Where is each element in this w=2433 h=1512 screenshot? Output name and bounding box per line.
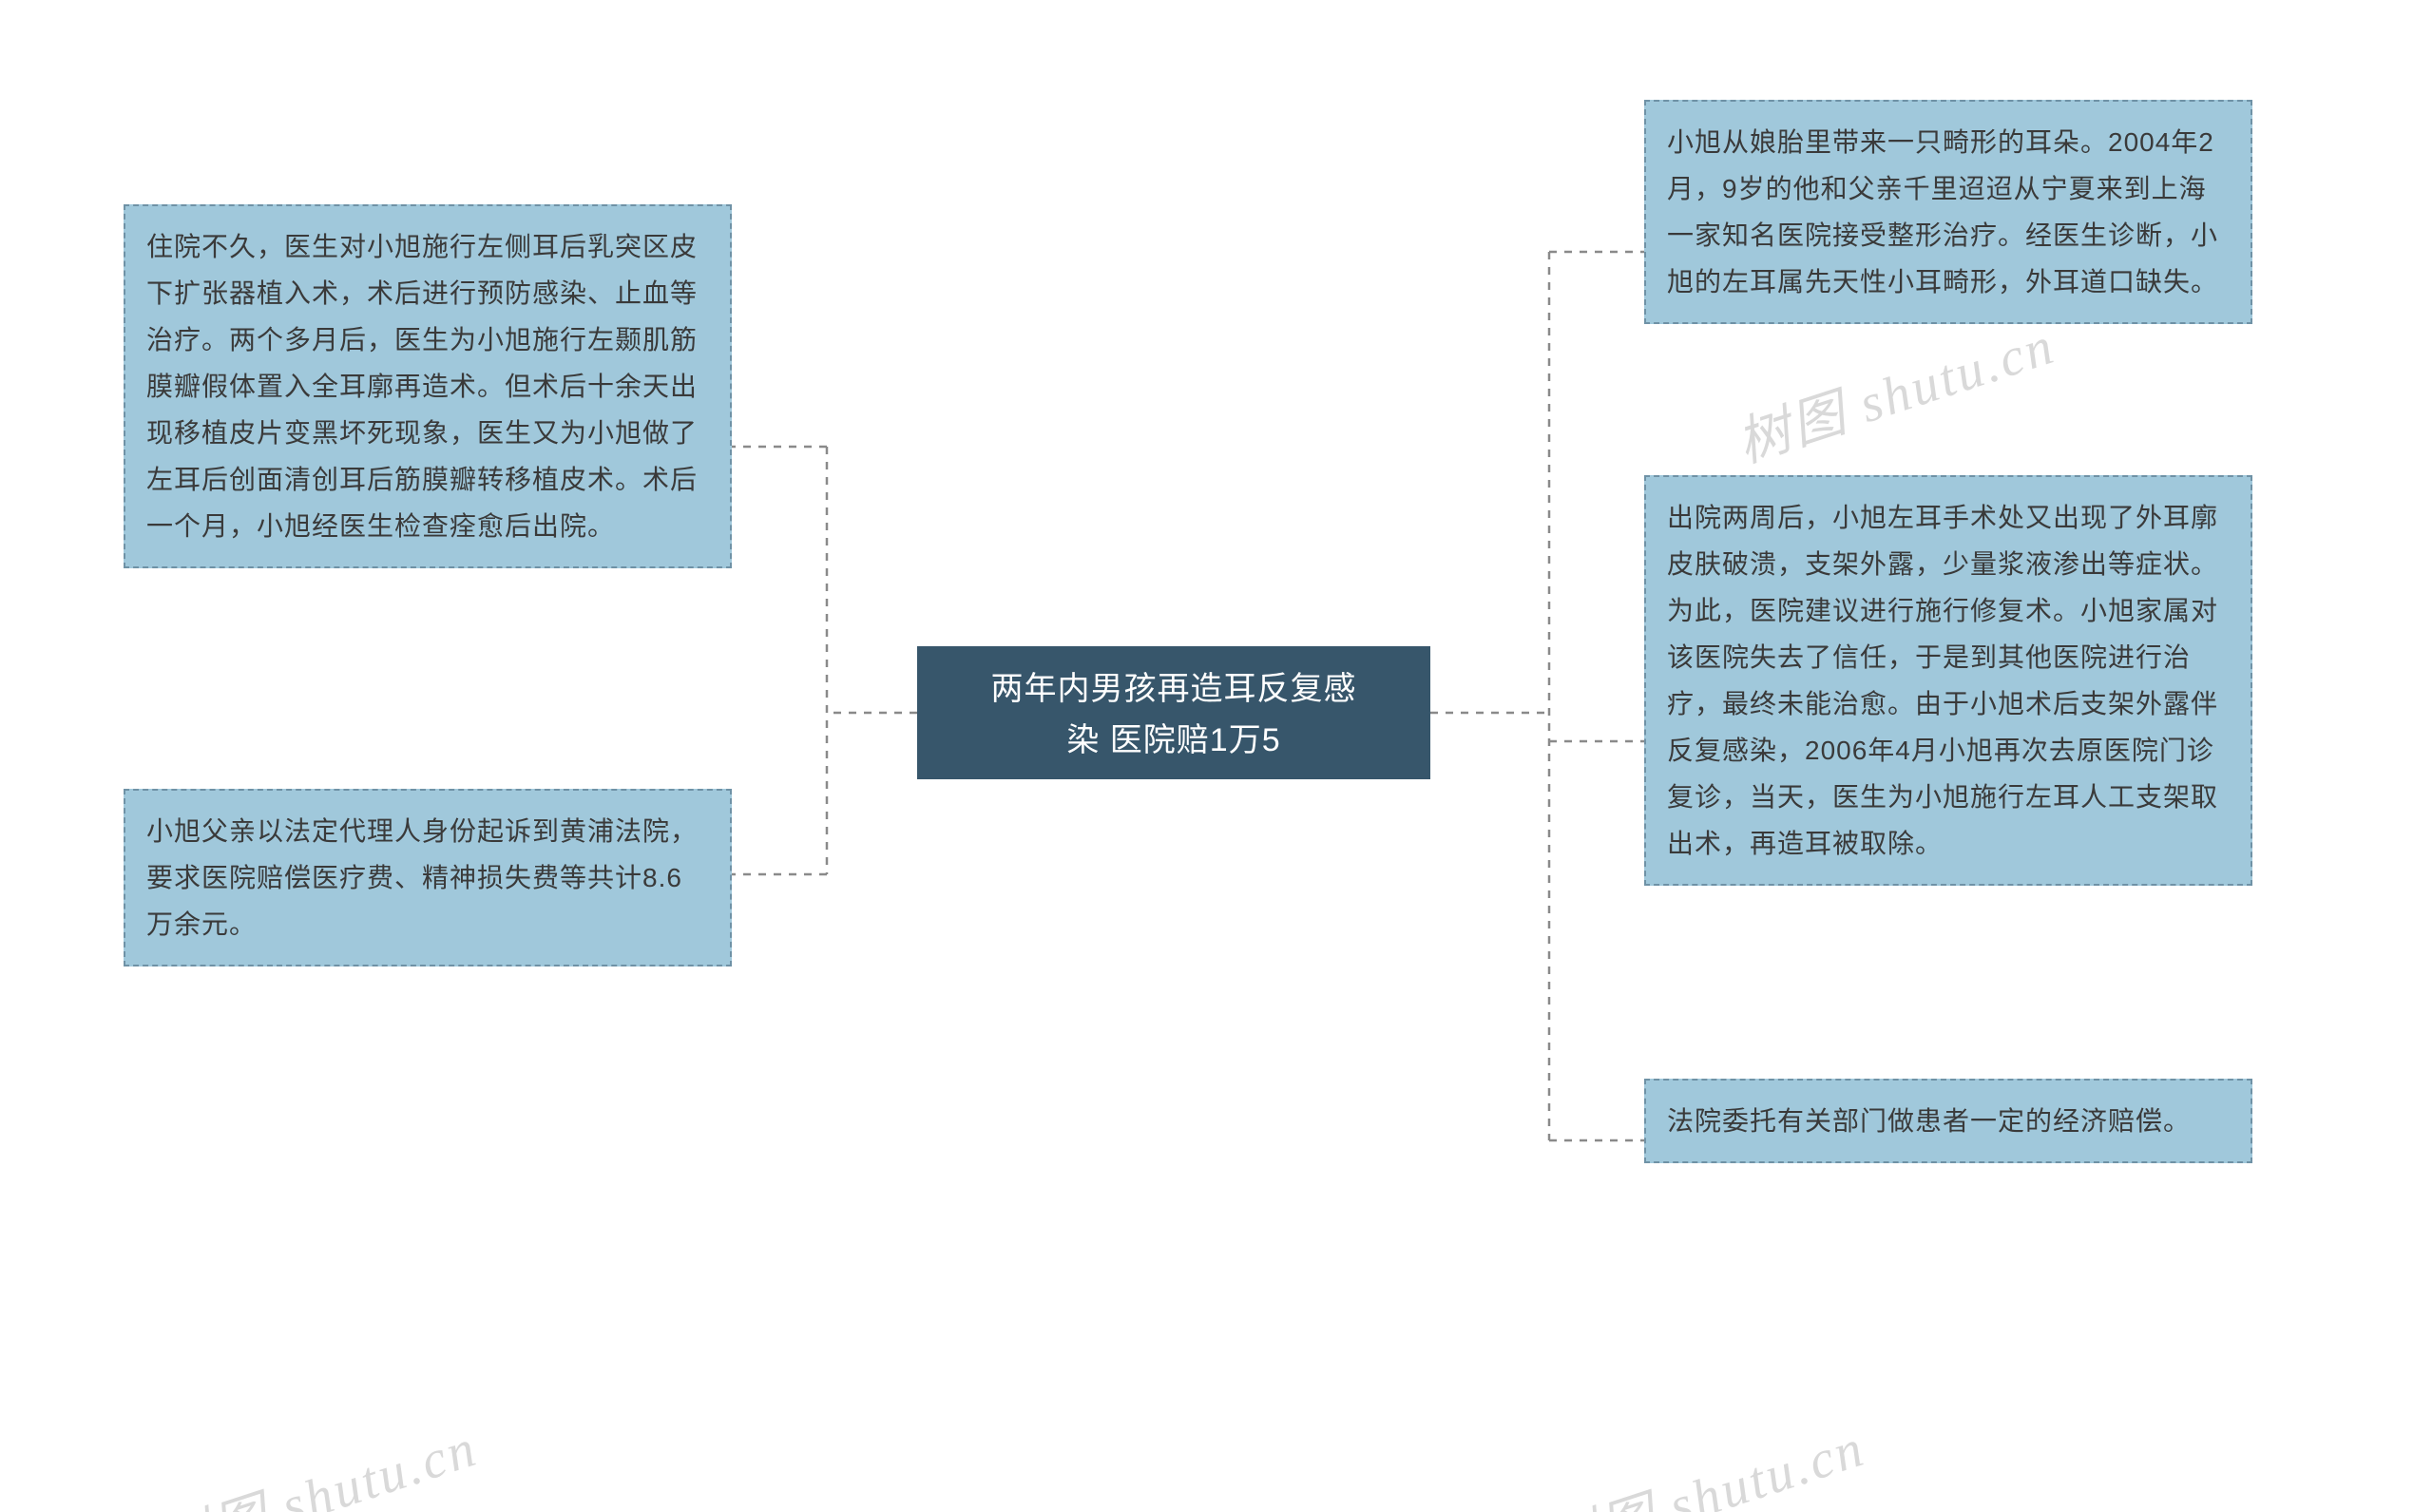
leaf-text: 法院委托有关部门做患者一定的经济赔偿。	[1667, 1106, 2191, 1136]
leaf-text: 小旭父亲以法定代理人身份起诉到黄浦法院，要求医院赔偿医疗费、精神损失费等共计8.…	[146, 816, 698, 939]
mindmap-leaf-right-3[interactable]: 法院委托有关部门做患者一定的经济赔偿。	[1644, 1079, 2252, 1163]
mindmap-leaf-right-2[interactable]: 出院两周后，小旭左耳手术处又出现了外耳廓皮肤破溃，支架外露，少量浆液渗出等症状。…	[1644, 475, 2252, 886]
watermark: 树图 shutu.cn	[1536, 1405, 1873, 1512]
mindmap-leaf-left-2[interactable]: 小旭父亲以法定代理人身份起诉到黄浦法院，要求医院赔偿医疗费、精神损失费等共计8.…	[124, 789, 732, 967]
leaf-text: 出院两周后，小旭左耳手术处又出现了外耳廓皮肤破溃，支架外露，少量浆液渗出等症状。…	[1667, 503, 2218, 858]
watermark: 树图 shutu.cn	[148, 1405, 486, 1512]
leaf-text: 小旭从娘胎里带来一只畸形的耳朵。2004年2月，9岁的他和父亲千里迢迢从宁夏来到…	[1667, 127, 2218, 297]
mindmap-leaf-left-1[interactable]: 住院不久，医生对小旭施行左侧耳后乳突区皮下扩张器植入术，术后进行预防感染、止血等…	[124, 204, 732, 568]
watermark: 树图 shutu.cn	[1726, 302, 2063, 477]
mindmap-leaf-right-1[interactable]: 小旭从娘胎里带来一只畸形的耳朵。2004年2月，9岁的他和父亲千里迢迢从宁夏来到…	[1644, 100, 2252, 324]
mindmap-center-node[interactable]: 两年内男孩再造耳反复感 染 医院赔1万5	[917, 646, 1430, 779]
center-node-text: 两年内男孩再造耳反复感 染 医院赔1万5	[938, 663, 1409, 767]
leaf-text: 住院不久，医生对小旭施行左侧耳后乳突区皮下扩张器植入术，术后进行预防感染、止血等…	[146, 232, 698, 541]
